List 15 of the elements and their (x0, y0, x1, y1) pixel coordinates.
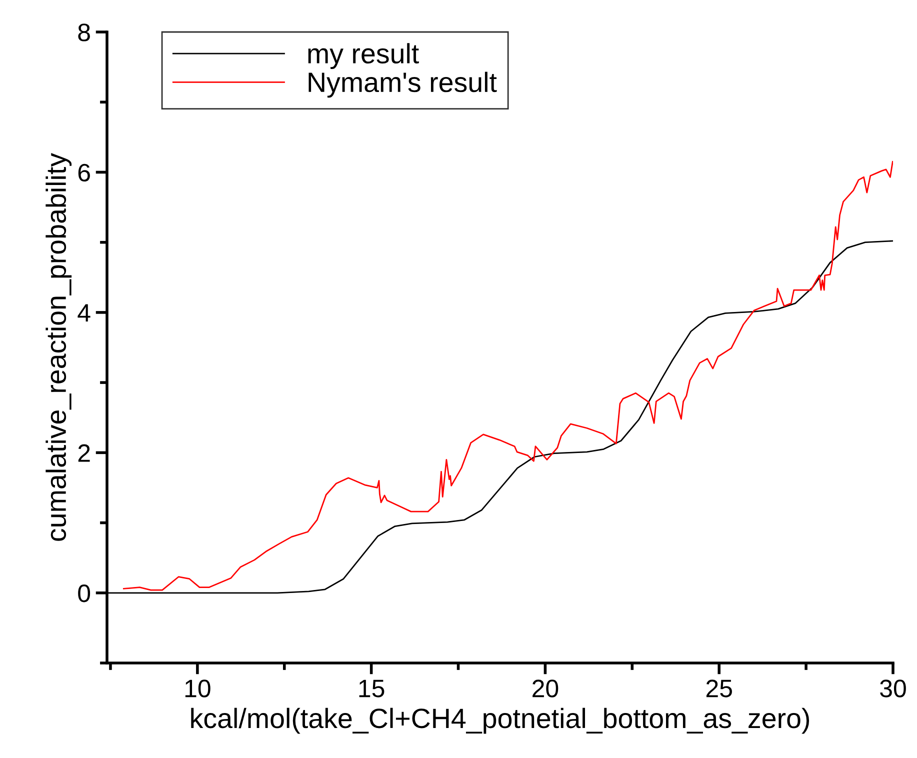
y-tick-label: 4 (78, 304, 90, 322)
x-tick-label: 15 (359, 680, 384, 698)
y-tick-label: 8 (78, 24, 90, 42)
x-axis-title: kcal/mol(take_Cl+CH4_potnetial_bottom_as_zero) (191, 708, 810, 734)
line-series (123, 161, 893, 591)
y-tick-label: 6 (78, 164, 90, 182)
x-tick-label: 25 (706, 680, 732, 698)
y-tick-label: 0 (78, 584, 90, 602)
y-tick-label: 2 (78, 444, 90, 462)
legend-label: Nymam's result (308, 72, 497, 98)
x-tick-label: 30 (880, 680, 906, 698)
x-tick-label: 20 (532, 680, 558, 698)
legend-label: my result (308, 43, 419, 70)
y-axis-title: cumalative_reaction_probability (46, 152, 72, 541)
x-tick-label: 10 (185, 680, 210, 698)
